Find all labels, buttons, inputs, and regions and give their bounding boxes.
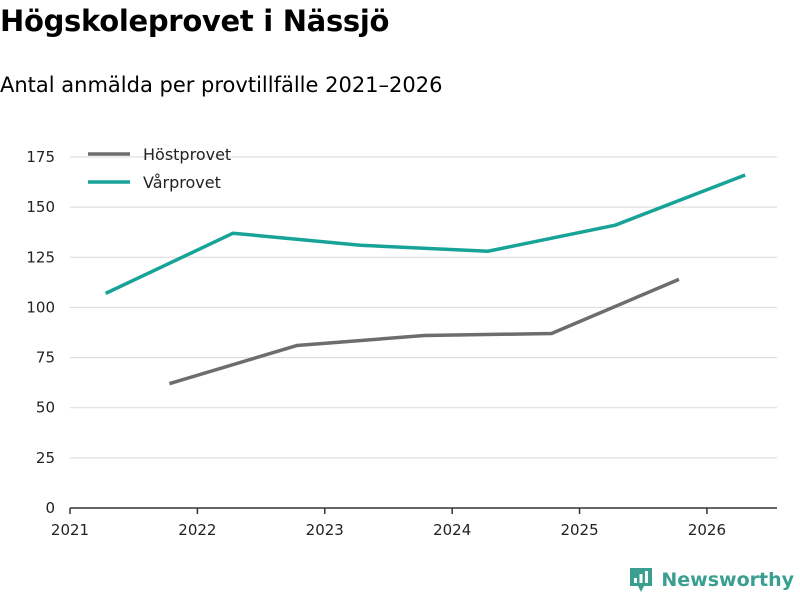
y-tick-label: 75 [36,349,55,367]
series-line-0 [168,277,680,386]
series-line-1 [104,173,746,295]
newsworthy-logo-icon [630,568,653,592]
x-tick-label: 2025 [560,521,598,539]
y-tick-label: 25 [36,449,55,467]
x-tick-label: 2021 [51,521,89,539]
y-tick-label: 50 [36,399,55,417]
y-tick-label: 175 [26,148,55,166]
y-tick-label: 150 [26,198,55,216]
chart-title: Högskoleprovet i Nässjö [0,4,390,38]
x-tick-label: 2022 [178,521,216,539]
y-tick-label: 100 [26,298,55,316]
legend-label: Höstprovet [143,145,231,164]
y-tick-label: 0 [45,499,55,517]
chart-subtitle: Antal anmälda per provtillfälle 2021–202… [0,73,443,97]
x-tick-label: 2024 [433,521,471,539]
x-tick-label: 2026 [688,521,726,539]
brand-name: Newsworthy [661,569,794,591]
brand-logo: Newsworthy [628,566,794,594]
x-tick-label: 2023 [306,521,344,539]
legend-label: Vårprovet [143,173,221,192]
y-tick-label: 125 [26,248,55,266]
